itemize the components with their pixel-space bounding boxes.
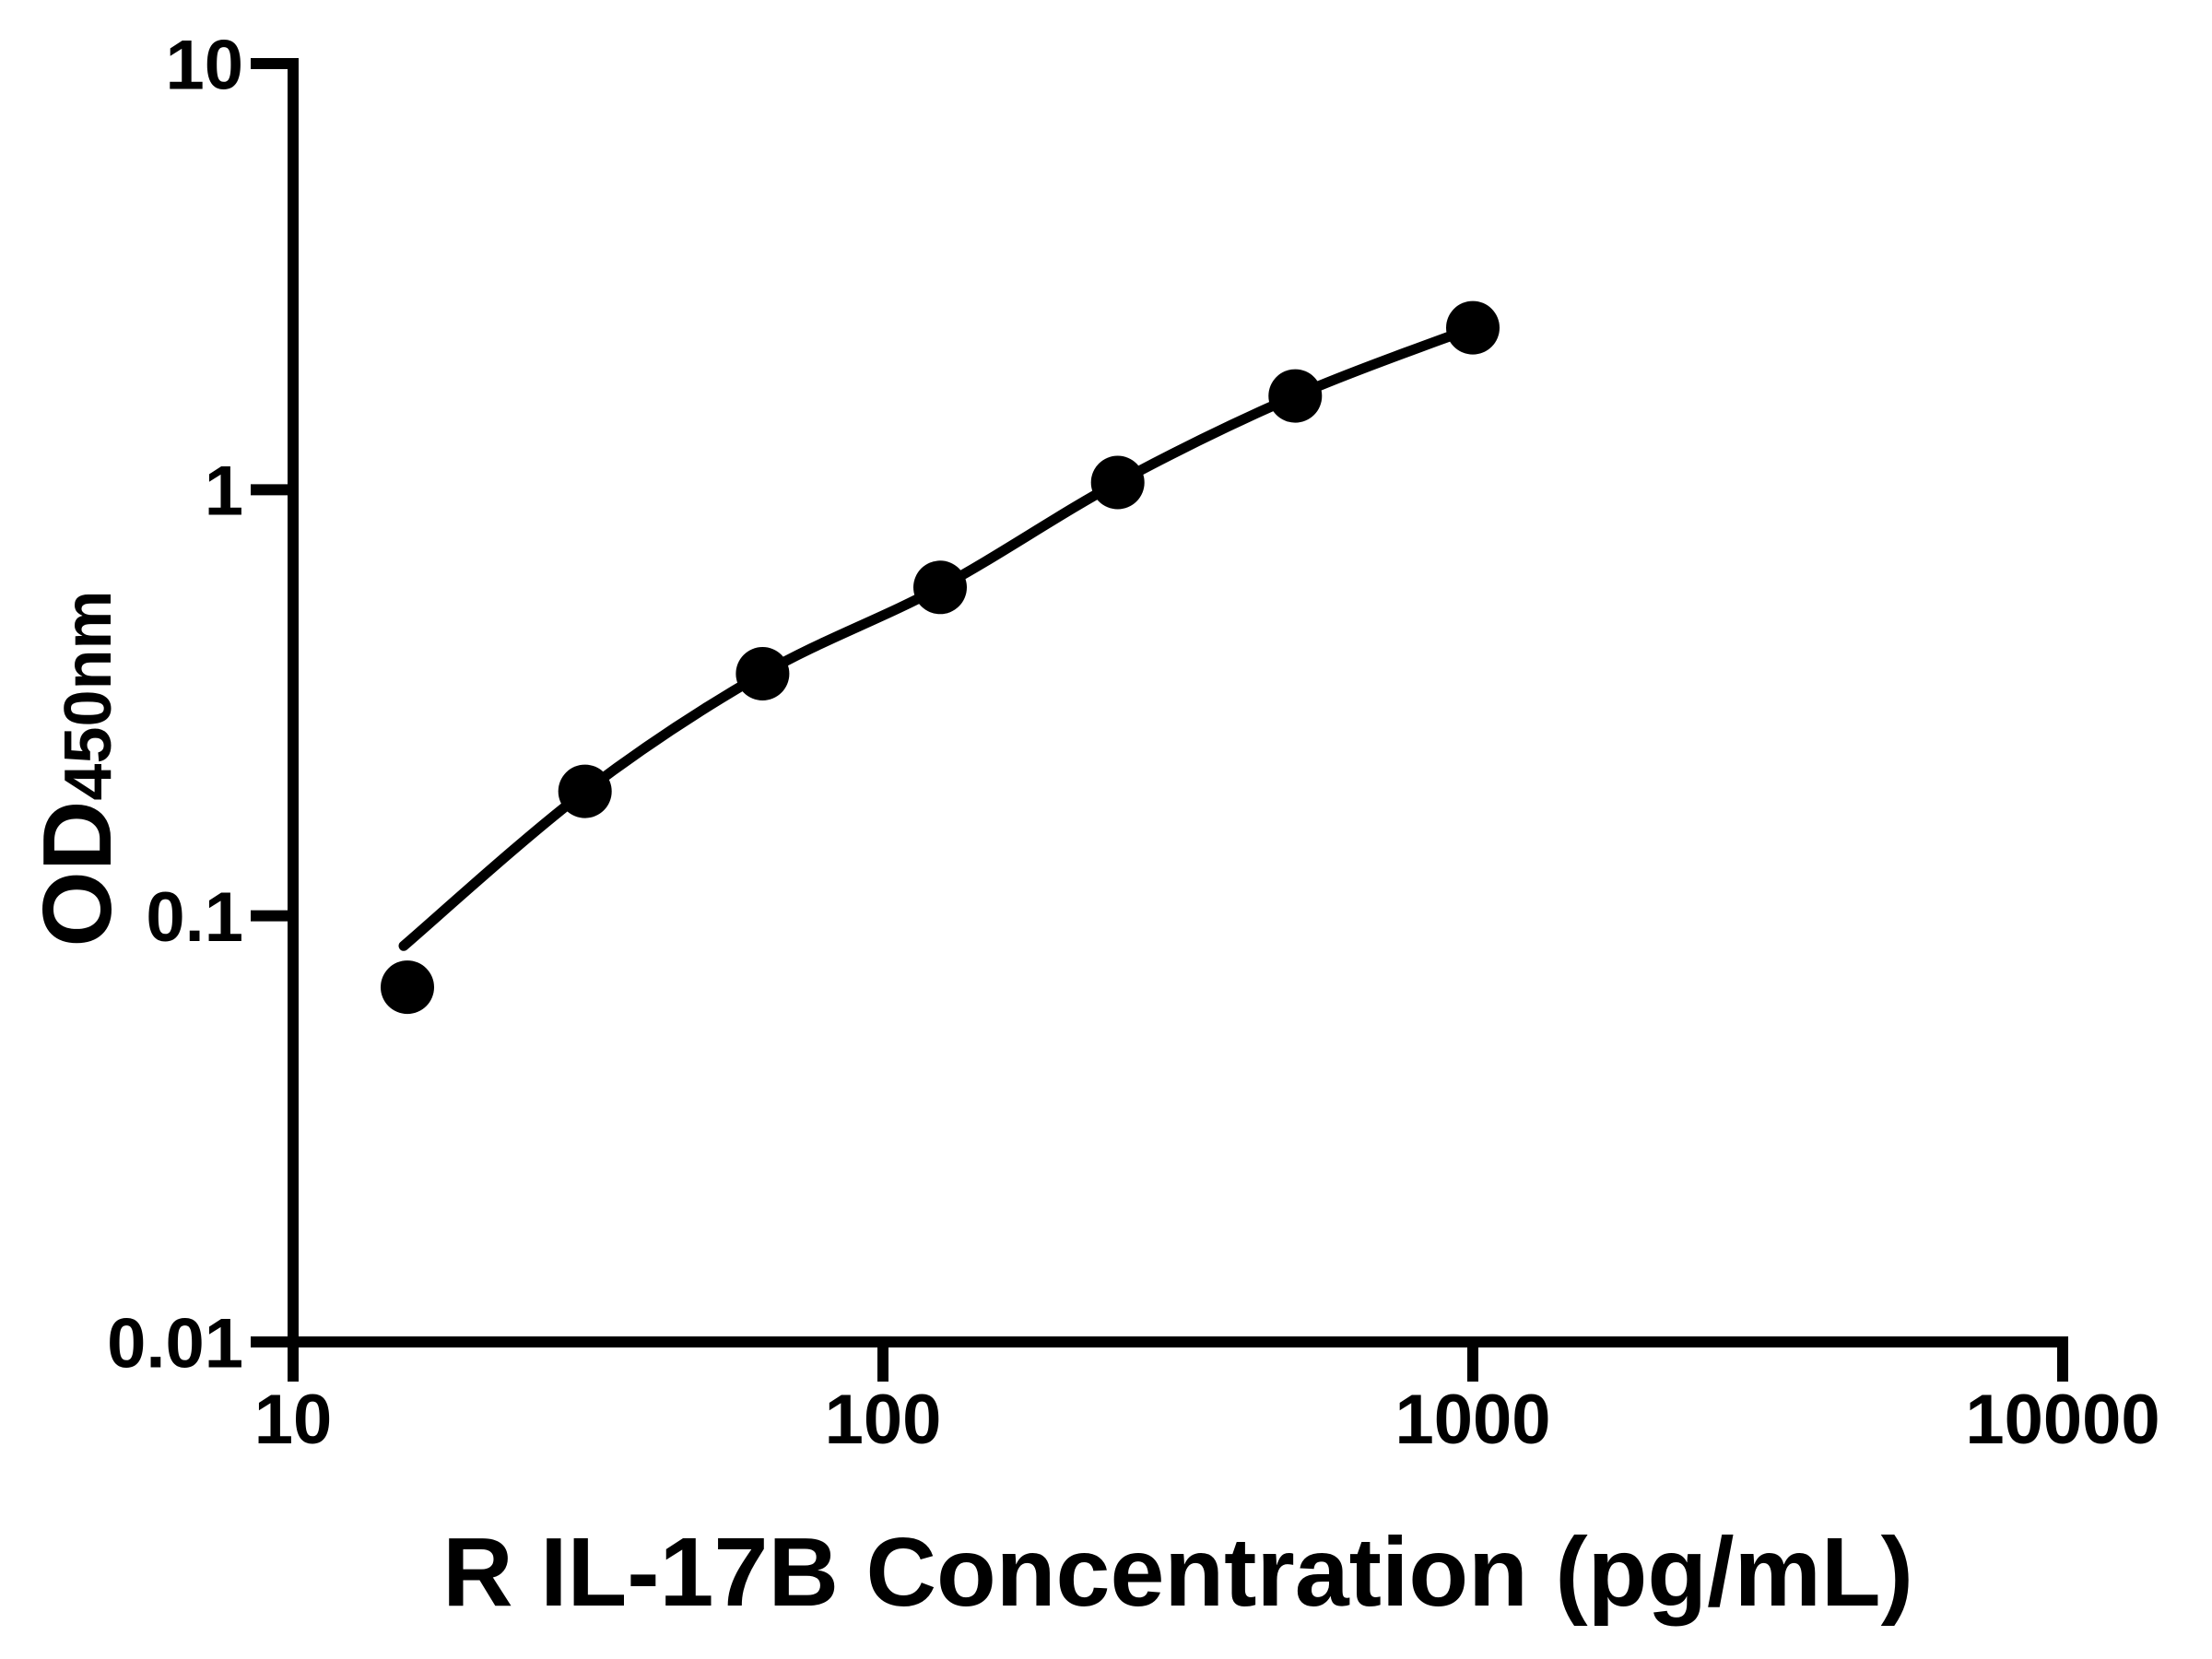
y-tick-label: 1	[205, 453, 243, 531]
data-point-marker	[1090, 455, 1145, 510]
data-point-markers	[381, 300, 1500, 1015]
data-point-marker	[381, 960, 434, 1015]
data-point-marker	[1268, 369, 1323, 423]
y-tick-label: 10	[165, 26, 243, 104]
axis-tick-labels: 0.01 0.1 1 10 10 100 1000 10000	[107, 26, 2160, 1459]
data-point-marker	[735, 647, 790, 700]
axes	[253, 58, 2068, 1382]
y-axis-title-subscript: 450nm	[52, 590, 125, 800]
x-tick-label: 100	[825, 1381, 942, 1459]
x-tick-label: 10000	[1965, 1381, 2159, 1459]
axis-ticks	[251, 58, 2068, 1382]
y-axis-title-main: OD	[23, 801, 132, 947]
x-tick-label: 10	[254, 1381, 333, 1459]
x-tick-label: 1000	[1394, 1381, 1550, 1459]
data-point-marker	[558, 764, 612, 818]
y-tick-label: 0.1	[146, 878, 243, 957]
fit-curve-line	[398, 323, 1478, 951]
y-axis-title: OD450nm	[23, 590, 132, 947]
data-point-marker	[1446, 300, 1500, 355]
x-axis-title: R IL-17B Concentration (pg/mL)	[442, 1518, 1913, 1627]
y-tick-label: 0.01	[107, 1304, 243, 1382]
data-point-marker	[913, 560, 967, 615]
